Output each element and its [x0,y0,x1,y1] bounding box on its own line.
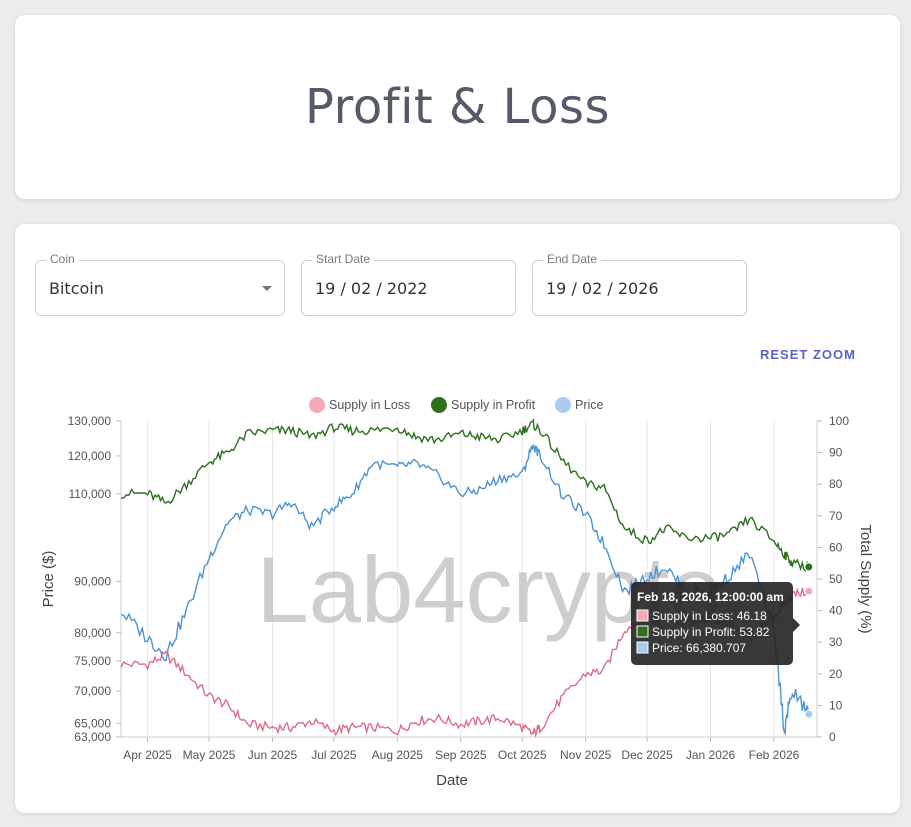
tooltip-swatch [636,625,649,638]
point-supply-in-loss[interactable] [804,586,814,596]
y-right-tick-label: 40 [829,604,843,618]
y-right-tick-label: 80 [829,477,843,491]
end-date-field[interactable]: End Date 19 / 02 / 2026 [532,252,747,316]
start-date-value: 19 / 02 / 2022 [315,279,428,298]
tooltip-line: Supply in Profit: 53.82 [652,625,770,639]
legend-label: Supply in Profit [451,398,536,412]
legend-label: Supply in Loss [329,398,410,412]
tooltip-caret [793,618,800,632]
point-supply-in-profit[interactable] [804,562,814,572]
y-left-tick-label: 70,000 [74,684,111,698]
y-left-tick-label: 80,000 [74,626,111,640]
tooltip-line: Price: 66,380.707 [652,641,746,655]
legend-label: Price [575,398,604,412]
y-left-tick-label: 65,000 [74,716,111,730]
tooltip-title: Feb 18, 2026, 12:00:00 am [637,590,784,604]
x-tick-label: Dec 2025 [621,748,673,762]
y-left-tick-label: 110,000 [69,487,112,501]
tooltip-swatch [636,641,649,654]
tooltip-swatch [636,609,649,622]
end-date-value: 19 / 02 / 2026 [546,279,659,298]
y-left-tick-label: 75,000 [74,654,111,668]
page-title: Profit & Loss [305,79,610,135]
x-tick-label: Jul 2025 [311,748,357,762]
series-line-supply-in-profit[interactable] [120,417,810,572]
y-right-tick-label: 30 [829,635,843,649]
y-right-tick-label: 90 [829,446,843,460]
y-right-tick-label: 100 [829,414,849,428]
end-date-label: End Date [543,252,602,266]
coin-label: Coin [46,252,79,266]
x-tick-label: Jan 2026 [686,748,736,762]
x-tick-label: Oct 2025 [498,748,547,762]
y-left-tick-label: 130,000 [68,414,112,428]
legend-swatch[interactable] [309,397,325,413]
y-right-tick-label: 0 [829,730,836,744]
x-tick-label: Feb 2026 [749,748,800,762]
profit-loss-chart[interactable]: Apr 2025 May 2025 Jun 2025 Jul 2025 Aug 2025… [15,224,900,813]
title-card: Profit & Loss [15,15,900,199]
y-right-tick-label: 70 [829,509,843,523]
tooltip-line: Supply in Loss: 46.18 [652,609,767,623]
tooltip-box [631,582,793,665]
x-tick-label: Aug 2025 [372,748,424,762]
y-right-tick-label: 60 [829,540,843,554]
legend-swatch[interactable] [555,397,571,413]
x-tick-label: Sep 2025 [435,748,487,762]
y-axis-right-title: Total Supply (%) [857,524,874,633]
chevron-down-icon[interactable] [262,286,272,291]
y-axis-left-title: Price ($) [40,551,57,608]
coin-select[interactable]: Coin Bitcoin [35,252,285,316]
reset-zoom-button[interactable]: RESET ZOOM [760,347,856,362]
x-tick-label: Nov 2025 [560,748,612,762]
x-tick-label: May 2025 [183,748,236,762]
y-right-tick-label: 50 [829,572,843,586]
start-date-field[interactable]: Start Date 19 / 02 / 2022 [301,252,516,316]
y-right-tick-label: 20 [829,667,843,681]
y-right-tick-label: 10 [829,698,843,712]
y-left-tick-label: 63,000 [74,730,111,744]
start-date-label: Start Date [312,252,375,266]
coin-value: Bitcoin [49,279,104,298]
chart-card: Coin Bitcoin Start Date 19 / 02 / 2022 E… [15,224,900,813]
point-price[interactable] [804,709,814,719]
x-tick-label: Jun 2025 [248,748,298,762]
x-tick-label: Apr 2025 [123,748,172,762]
x-axis-title: Date [436,772,468,789]
legend-swatch[interactable] [431,397,447,413]
y-left-tick-label: 120,000 [68,449,112,463]
y-left-tick-label: 90,000 [74,574,111,588]
